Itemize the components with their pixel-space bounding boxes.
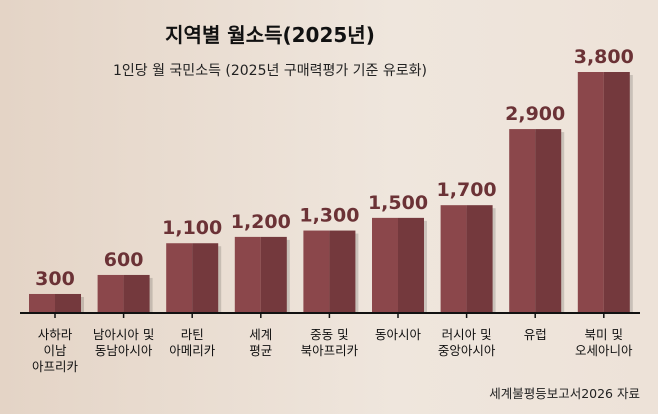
bar-right-face — [192, 243, 219, 313]
category-label-line: 사하라 — [38, 327, 73, 342]
value-label: 1,100 — [162, 217, 222, 239]
value-label: 1,500 — [368, 192, 428, 214]
bar-left-face — [509, 129, 536, 313]
category-label-line: 아프리카 — [32, 359, 79, 374]
bar-right-face — [260, 236, 287, 313]
bar-8 — [577, 72, 633, 313]
bar-3 — [234, 236, 290, 313]
category-label-line: 중동 및 — [310, 327, 348, 342]
category-label-line: 러시아 및 — [442, 327, 492, 342]
category-label: 러시아 및 중앙아시아 — [438, 327, 496, 358]
bar-right-face — [55, 293, 81, 313]
bar-5 — [372, 217, 427, 313]
category-label: 라틴 아메리카 — [169, 327, 216, 358]
bar-left-face — [303, 230, 330, 313]
value-label: 1,300 — [299, 205, 359, 227]
category-label-line: 유럽 — [524, 327, 547, 342]
category-label: 사하라 이남 아프리카 — [32, 327, 79, 374]
bar-left-face — [97, 274, 124, 313]
category-label-line: 세계 — [249, 327, 272, 342]
value-label: 1,700 — [437, 179, 497, 201]
bar-6 — [440, 205, 496, 313]
bar-right-face — [329, 230, 356, 313]
bar-0 — [29, 293, 84, 313]
bar-right-face — [398, 217, 424, 313]
category-label: 유럽 — [524, 327, 547, 342]
value-label: 2,900 — [505, 103, 565, 125]
bar-right-face — [123, 274, 150, 313]
value-label: 1,200 — [231, 211, 291, 233]
bar-left-face — [166, 243, 193, 313]
category-label-line: 중앙아시아 — [438, 343, 496, 358]
bar-1 — [97, 274, 153, 313]
category-label-line: 남아시아 및 — [93, 327, 154, 342]
category-label-line: 라틴 — [181, 327, 204, 342]
category-label-line: 아메리카 — [169, 343, 216, 358]
category-label-line: 동아시아 — [375, 327, 422, 342]
category-label-line: 북미 및 — [585, 327, 623, 342]
bar-4 — [303, 230, 359, 313]
bar-right-face — [535, 129, 562, 313]
category-label-line: 동남아시아 — [95, 343, 153, 358]
bar-left-face — [440, 205, 467, 313]
bar-right-face — [466, 205, 493, 313]
bar-2 — [166, 243, 222, 313]
bar-right-face — [603, 72, 630, 313]
source-note: 세계불평등보고서2026 자료 — [489, 386, 640, 401]
chart-subtitle: 1인당 월 국민소득 (2025년 구매력평가 기준 유로화) — [113, 63, 427, 79]
category-label: 북미 및 오세아니아 — [575, 327, 633, 358]
category-label: 남아시아 및 동남아시아 — [93, 327, 154, 358]
category-label-line: 평균 — [249, 343, 272, 358]
category-label-line: 오세아니아 — [575, 343, 633, 358]
bar-left-face — [29, 293, 55, 313]
bar-left-face — [577, 72, 604, 313]
bar-left-face — [234, 236, 261, 313]
bar-7 — [509, 129, 565, 313]
category-label: 중동 및 북아프리카 — [301, 327, 359, 358]
value-label: 3,800 — [574, 46, 634, 68]
category-label: 동아시아 — [375, 327, 422, 342]
value-label: 300 — [35, 268, 75, 290]
value-label: 600 — [104, 249, 144, 271]
chart-title: 지역별 월소득(2025년) — [165, 23, 375, 47]
category-label-line: 이남 — [43, 343, 67, 358]
bar-left-face — [372, 217, 398, 313]
category-label-line: 북아프리카 — [301, 343, 359, 358]
category-label: 세계 평균 — [249, 327, 272, 358]
